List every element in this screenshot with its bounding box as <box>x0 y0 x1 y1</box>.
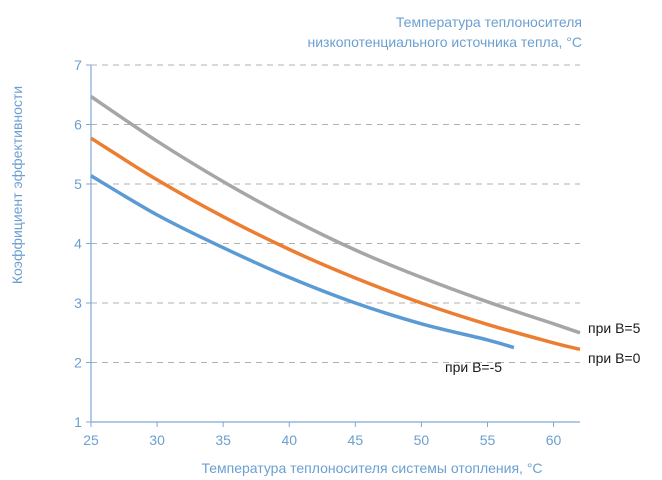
series-line-1 <box>90 136 581 352</box>
series-label-b-plus-5: при B=5 <box>588 320 641 336</box>
series-line-0 <box>90 95 581 335</box>
series-line-2 <box>90 174 515 350</box>
y-tick-label-4: 4 <box>74 236 82 252</box>
y-tick-label-6: 6 <box>74 117 82 133</box>
legend-title-line-1: Температура теплоносителя <box>396 14 582 30</box>
series-label-b-minus-5: при B=-5 <box>445 359 502 375</box>
x-axis-title: Температура теплоносителя системы отопле… <box>201 460 542 476</box>
series-label-b-0: при B=0 <box>588 350 641 366</box>
y-tick-label-7: 7 <box>74 57 82 73</box>
y-tick-label-5: 5 <box>74 176 82 192</box>
x-tick-label-35: 35 <box>215 432 231 448</box>
x-tick-label-25: 25 <box>83 432 99 448</box>
x-tick-label-60: 60 <box>546 432 562 448</box>
y-tick-label-2: 2 <box>74 355 82 371</box>
legend-title-line-2: низкопотенциального источника тепла, °C <box>307 34 582 50</box>
x-tick-label-30: 30 <box>149 432 165 448</box>
x-tick-label-50: 50 <box>414 432 430 448</box>
x-tick-label-40: 40 <box>281 432 297 448</box>
series-labels: при B=5 при B=0 при B=-5 <box>445 320 641 375</box>
x-tick-label-45: 45 <box>348 432 364 448</box>
series-lines <box>90 95 581 352</box>
y-tick-label-3: 3 <box>74 295 82 311</box>
y-tick-label-1: 1 <box>74 414 82 430</box>
grid-lines <box>91 64 580 363</box>
y-axis-title: Коэффициент эффективности <box>9 86 25 284</box>
x-tick-label-55: 55 <box>480 432 496 448</box>
